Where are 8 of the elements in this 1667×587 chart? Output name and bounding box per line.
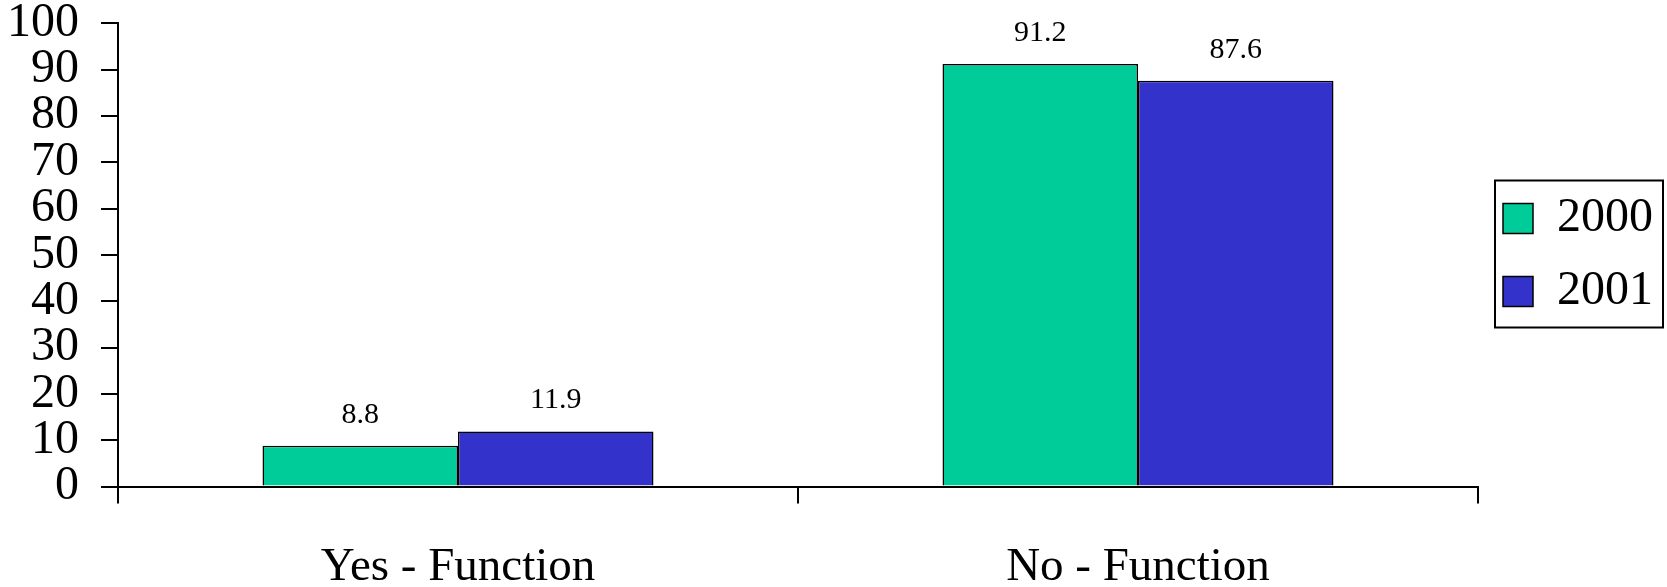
data-label: 91.2 (1014, 13, 1067, 47)
data-label: 87.6 (1209, 30, 1262, 64)
data-label: 8.8 (341, 395, 379, 429)
data-label: 11.9 (530, 381, 582, 415)
x-tick-label: No - Function (1006, 538, 1270, 587)
legend-label: 2000 (1557, 188, 1653, 242)
legend-label: 2001 (1557, 261, 1653, 315)
x-tick-label: Yes - Function (320, 538, 596, 587)
